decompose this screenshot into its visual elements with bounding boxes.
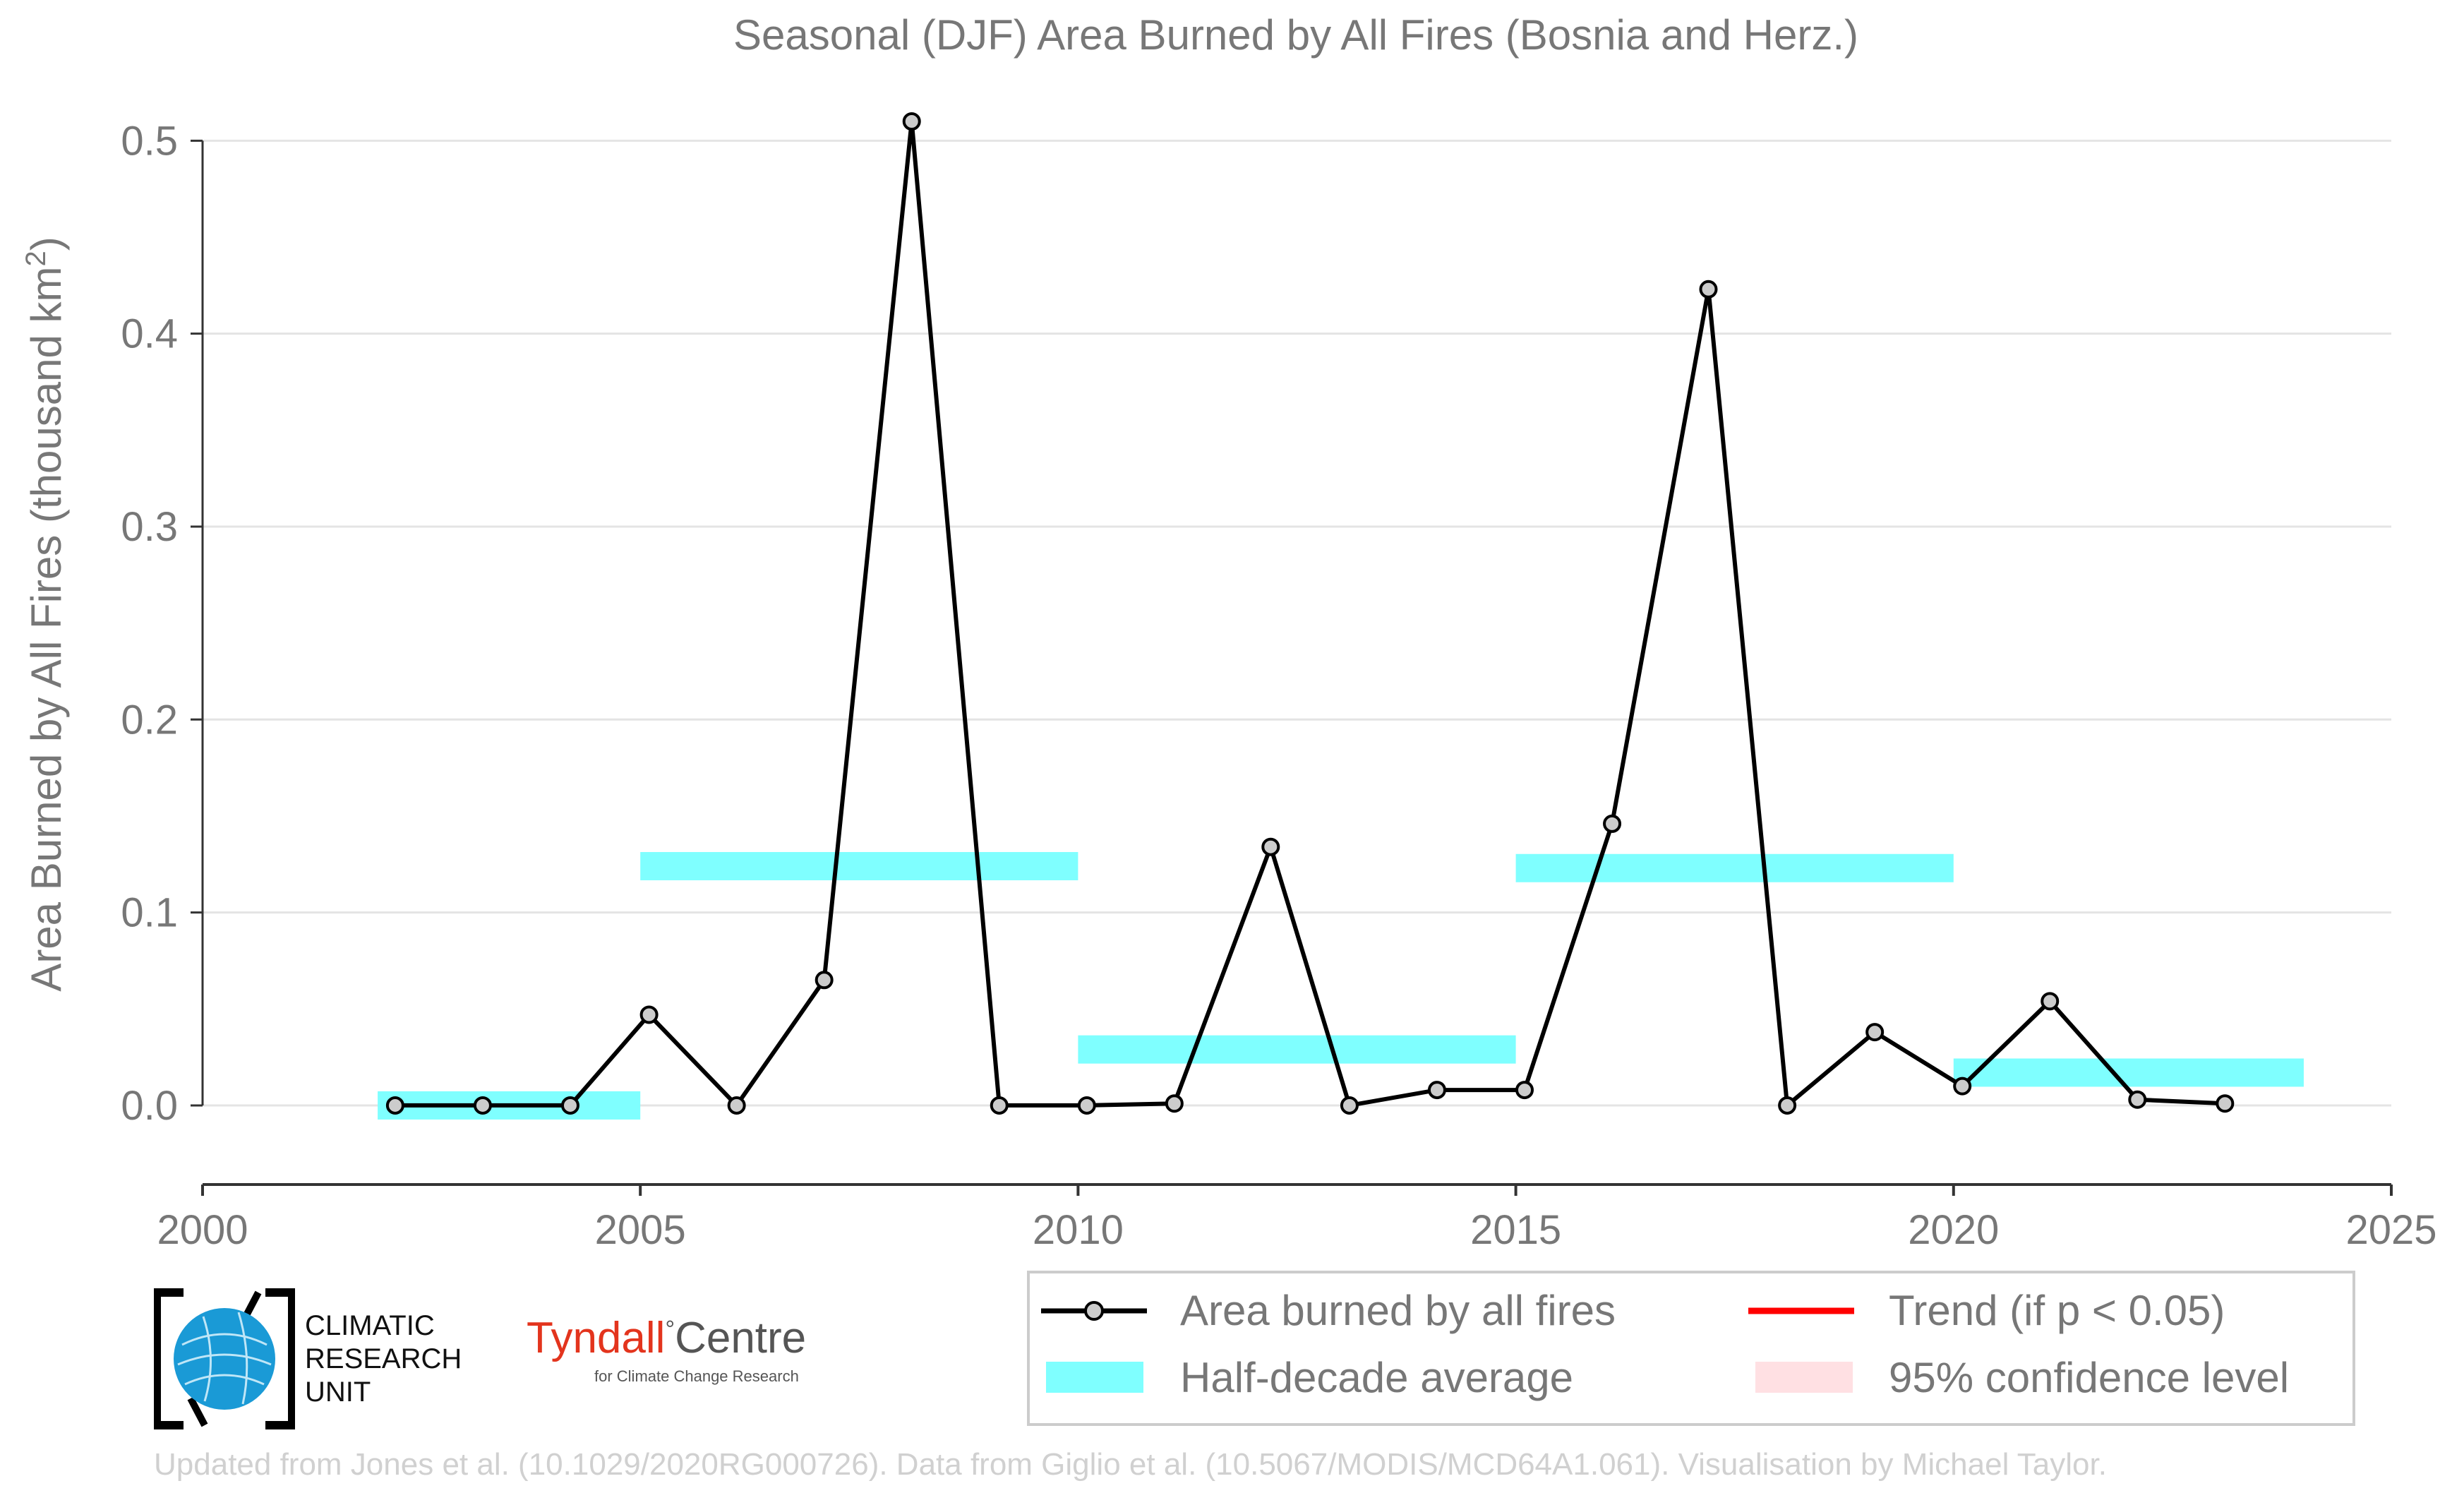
half-decade-average-bars: [378, 852, 2304, 1120]
data-point: [1778, 1096, 1797, 1115]
data-point: [990, 1096, 1009, 1115]
y-axis-label-main: Area Burned by All Fires (thousand km: [23, 267, 70, 992]
x-tick-label: 2025: [2345, 1207, 2436, 1253]
y-tick-label: 0.4: [121, 311, 178, 357]
data-point: [2128, 1090, 2147, 1109]
half-decade-average-bar: [1953, 1058, 2304, 1087]
y-tick-label: 0.1: [121, 890, 178, 936]
legend-label-half-decade: Half-decade average: [1180, 1354, 1573, 1401]
tyndall-name-part1: Tyndall: [527, 1314, 666, 1362]
tyndall-logo: Tyndall°Centre for Climate Change Resear…: [527, 1313, 837, 1391]
y-tick-label: 0.5: [121, 118, 178, 164]
y-tick-label: 0.0: [121, 1083, 178, 1129]
footer-attribution: Updated from Jones et al. (10.1029/2020R…: [154, 1447, 2107, 1482]
y-tick-label: 0.2: [121, 697, 178, 743]
series-area-burned: [385, 112, 2235, 1115]
x-tick-label: 2010: [1033, 1207, 1124, 1253]
half-decade-average-bar: [1078, 1035, 1516, 1064]
x-tick-label: 2015: [1470, 1207, 1561, 1253]
legend: Area burned by all fires Trend (if p < 0…: [1027, 1271, 2355, 1426]
half-decade-average-bar: [640, 852, 1078, 881]
data-point: [1515, 1081, 1534, 1100]
y-tick-label: 0.3: [121, 504, 178, 550]
axes: 0.0 0.1 0.2 0.3 0.4 0.5 2000 2005 2010 2015 2020 20…: [121, 118, 2436, 1253]
data-point: [560, 1096, 579, 1115]
cru-logo-text: CLIMATIC RESEARCH UNIT: [305, 1309, 462, 1409]
x-tick-label: 2000: [157, 1207, 248, 1253]
data-point: [473, 1096, 492, 1115]
data-point: [639, 1005, 659, 1024]
legend-label-trend: Trend (if p < 0.05): [1889, 1287, 2225, 1334]
cru-globe-icon: [152, 1288, 296, 1429]
data-point: [815, 971, 834, 990]
data-point: [1165, 1094, 1184, 1113]
data-point: [727, 1096, 746, 1115]
chart-title: Seasonal (DJF) Area Burned by All Fires …: [733, 11, 1858, 59]
data-point: [2216, 1094, 2235, 1113]
half-decade-average-bar: [1515, 853, 1954, 882]
y-axis-label: Area Burned by All Fires (thousand km2): [20, 236, 70, 991]
gridlines: [203, 139, 2391, 1107]
cru-line-3: UNIT: [305, 1377, 371, 1408]
x-tick-label: 2005: [595, 1207, 686, 1253]
data-point: [2041, 992, 2060, 1011]
data-point: [1340, 1096, 1359, 1115]
y-axis-label-sup: 2: [20, 251, 52, 266]
legend-box: [1027, 1271, 2355, 1426]
tyndall-name-part2: Centre: [675, 1314, 807, 1362]
cru-line-1: CLIMATIC: [305, 1310, 435, 1341]
data-point: [902, 112, 921, 131]
legend-label-confidence: 95% confidence level: [1889, 1354, 2289, 1401]
x-tick-label: 2020: [1908, 1207, 1999, 1253]
data-point: [1953, 1077, 1972, 1096]
data-point: [1077, 1096, 1096, 1115]
cru-line-2: RESEARCH: [305, 1343, 462, 1374]
data-point: [1261, 837, 1280, 856]
y-axis-label-end: ): [23, 236, 70, 251]
data-point: [1865, 1023, 1885, 1042]
data-point: [1699, 280, 1718, 299]
legend-confidence-swatch: [1755, 1362, 1853, 1393]
series-line: [395, 119, 2225, 1108]
legend-average-swatch: [1046, 1362, 1143, 1393]
data-point: [385, 1096, 404, 1115]
tyndall-degree: °: [665, 1316, 675, 1343]
data-point: [1603, 814, 1622, 833]
cru-logo: CLIMATIC RESEARCH UNIT: [152, 1288, 493, 1429]
tyndall-subtitle: for Climate Change Research: [594, 1367, 799, 1385]
data-point: [1427, 1081, 1446, 1100]
legend-label-area-burned: Area burned by all fires: [1180, 1287, 1616, 1334]
legend-marker-swatch: [1084, 1301, 1104, 1321]
